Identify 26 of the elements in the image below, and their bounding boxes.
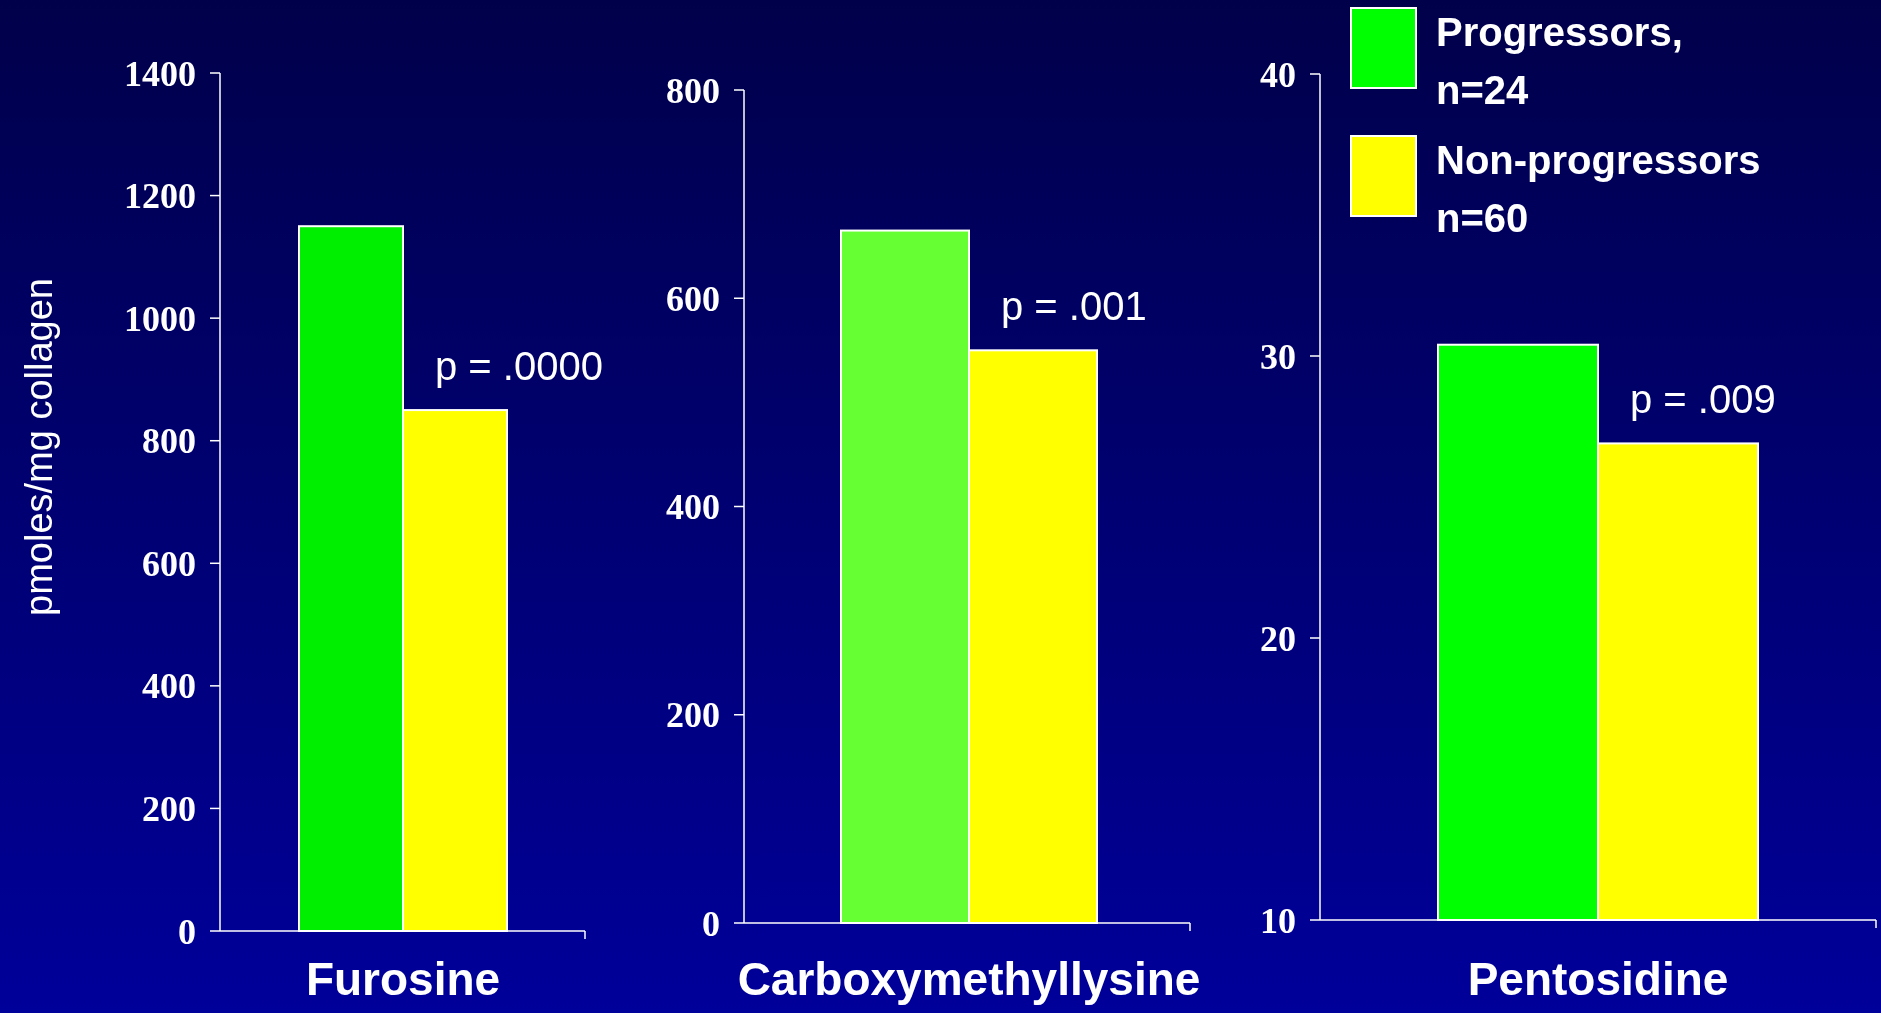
y-tick-label: 1400: [124, 53, 196, 94]
y-tick-label: 200: [142, 789, 196, 830]
y-tick-label: 0: [178, 911, 196, 952]
y-tick-label: 0: [702, 903, 720, 944]
y-tick-label: 400: [666, 487, 720, 528]
x-tick-label: Carboxymethyllysine: [737, 953, 1201, 1005]
y-tick-label: 40: [1260, 54, 1296, 95]
y-tick-label: 600: [666, 278, 720, 319]
y-tick-label: 400: [142, 666, 196, 707]
y-tick-label: 1000: [124, 298, 196, 339]
annotation: p = .009: [1630, 377, 1776, 422]
legend-label: Non-progressors n=60: [1436, 138, 1761, 240]
annotation: p = .0000: [435, 344, 603, 389]
y-tick-label: 800: [666, 70, 720, 111]
y-tick-label: 20: [1260, 618, 1296, 659]
legend-label: Progressors, n=24: [1436, 10, 1683, 112]
x-tick-label: Furosine: [305, 953, 501, 1005]
y-tick-label: 10: [1260, 900, 1296, 941]
y-axis-title: pmoles/mg collagen: [18, 278, 60, 616]
annotation: p = .001: [1001, 284, 1147, 329]
y-tick-label: 1200: [124, 176, 196, 217]
y-tick-label: 800: [142, 421, 196, 462]
y-tick-label: 600: [142, 543, 196, 584]
y-tick-label: 200: [666, 695, 720, 736]
y-tick-label: 30: [1260, 336, 1296, 377]
x-tick-label: Pentosidine: [1467, 953, 1729, 1005]
